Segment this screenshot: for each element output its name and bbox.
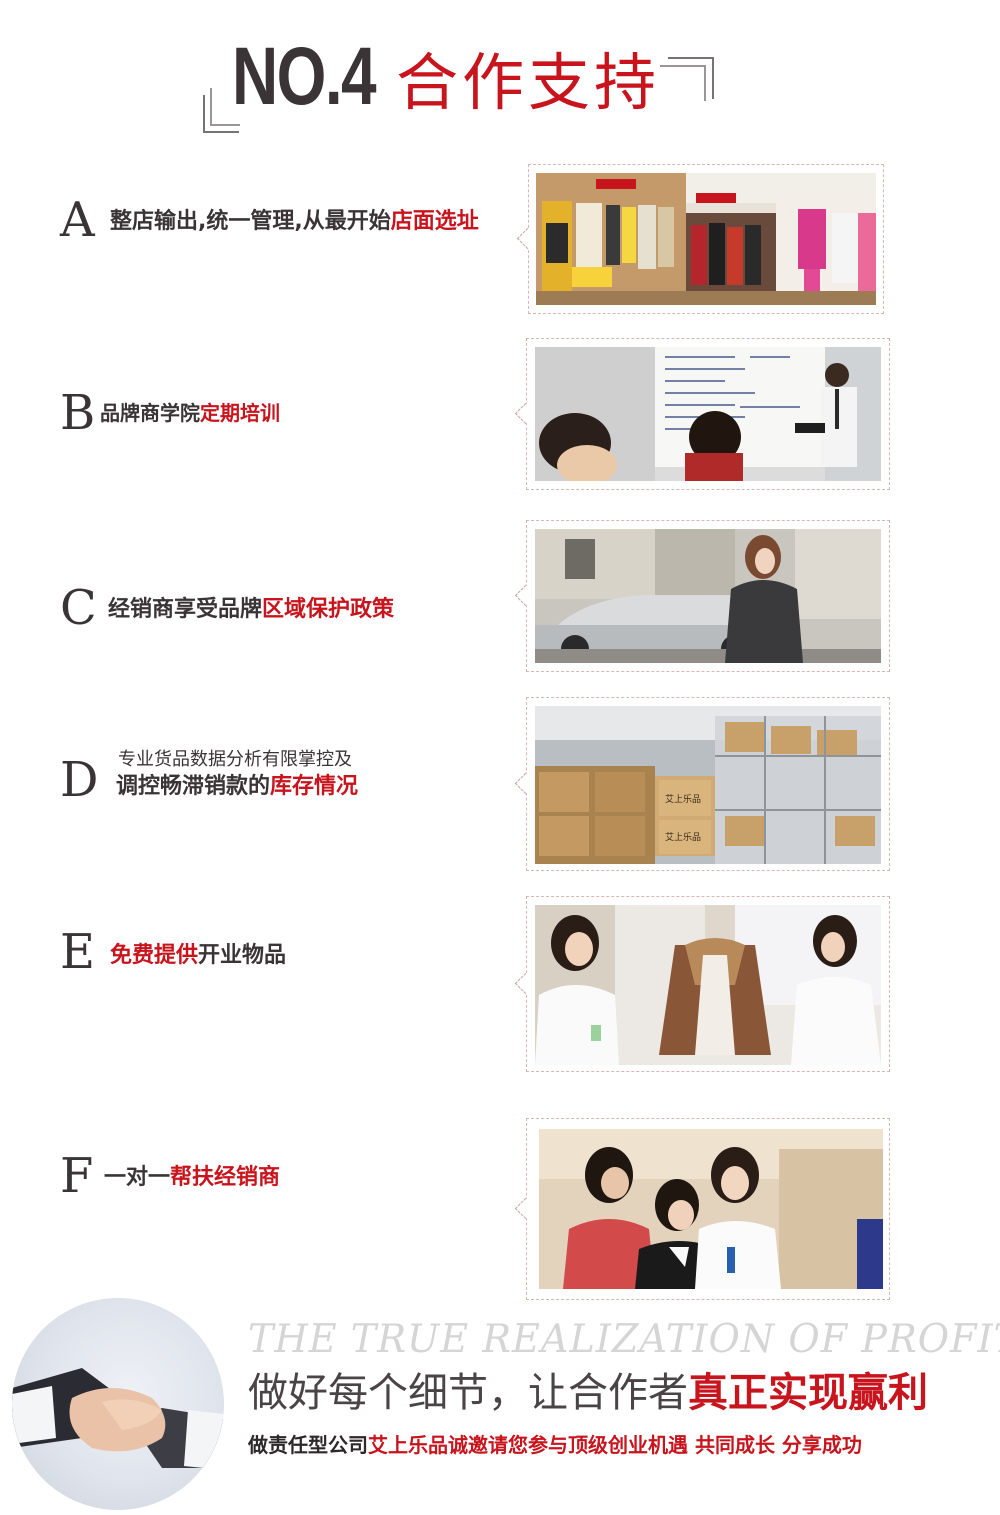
feature-letter-e: E: [60, 924, 96, 980]
feature-text-b: 品牌商学院定期培训: [100, 403, 280, 423]
header-bracket-left: [203, 95, 239, 133]
fitting-mannequin-photo: [535, 905, 881, 1065]
photo-frame-c: [526, 520, 890, 672]
feature-text-d: 调控畅滞销款的库存情况: [116, 776, 358, 798]
slogan-text: 做好每个细节，让合作者: [248, 1370, 688, 1416]
header-bracket-left-inner: [210, 88, 240, 126]
feature-c-text: 经销商享受品牌: [108, 597, 263, 622]
feature-letter-b: B: [60, 385, 96, 441]
feature-f-highlight: 帮扶经销商: [170, 1165, 281, 1190]
feature-letter-a: A: [60, 192, 95, 248]
feature-text-a: 整店输出,统一管理,从最开始店面选址: [110, 211, 479, 233]
feature-a-highlight: 店面选址: [390, 209, 479, 234]
handshake-circle-image: [12, 1298, 224, 1510]
feature-b-text: 品牌商学院: [100, 401, 200, 425]
slogan-highlight: 真正实现赢利: [688, 1370, 928, 1416]
training-class-photo: [535, 347, 881, 481]
photo-frame-d: 艾上乐品 艾上乐品: [526, 697, 890, 871]
photo-frame-e: [526, 896, 890, 1072]
feature-a-text: 整店输出,统一管理,从最开始: [110, 209, 391, 234]
feature-d-highlight: 库存情况: [270, 774, 359, 799]
street-model-photo: [535, 529, 881, 663]
feature-letter-d: D: [60, 752, 99, 808]
section-number: NO.4: [232, 31, 377, 122]
feature-b-highlight: 定期培训: [200, 401, 280, 425]
section-title: 合作支持: [396, 46, 661, 119]
photo-frame-b: [526, 338, 890, 490]
box-label-2: 艾上乐品: [665, 831, 701, 843]
header-bracket-right-inner: [660, 65, 706, 101]
one-on-one-support-photo: [539, 1129, 883, 1289]
feature-d-line1: 专业货品数据分析有限掌控及: [118, 749, 352, 770]
feature-letter-f: F: [60, 1148, 94, 1204]
box-label-1: 艾上乐品: [665, 793, 701, 805]
feature-letter-c: C: [60, 580, 97, 636]
feature-text-f: 一对一帮扶经销商: [104, 1167, 280, 1189]
invitation-pre: 做责任型公司: [248, 1433, 368, 1457]
slogan: 做好每个细节，让合作者真正实现赢利: [248, 1373, 928, 1413]
feature-c-highlight: 区域保护政策: [262, 597, 395, 622]
store-interior-photo: [536, 173, 876, 305]
feature-e-text: 开业物品: [198, 943, 287, 968]
feature-e-highlight: 免费提供: [110, 943, 199, 968]
feature-text-e: 免费提供开业物品: [110, 945, 286, 967]
invitation-highlight: 艾上乐品诚邀请您参与顶级创业机遇 共同成长 分享成功: [368, 1433, 862, 1457]
header-bracket-right: [668, 57, 714, 99]
photo-frame-a: [528, 164, 884, 314]
english-tagline: THE TRUE REALIZATION OF PROFIT: [248, 1317, 1000, 1362]
feature-d-text: 调控畅滞销款的: [116, 774, 271, 799]
warehouse-photo: 艾上乐品 艾上乐品: [535, 706, 881, 864]
feature-text-c: 经销商享受品牌区域保护政策: [108, 599, 394, 621]
photo-frame-f: [526, 1118, 890, 1300]
invitation-line: 做责任型公司艾上乐品诚邀请您参与顶级创业机遇 共同成长 分享成功: [248, 1435, 862, 1455]
feature-f-text: 一对一: [104, 1165, 171, 1190]
